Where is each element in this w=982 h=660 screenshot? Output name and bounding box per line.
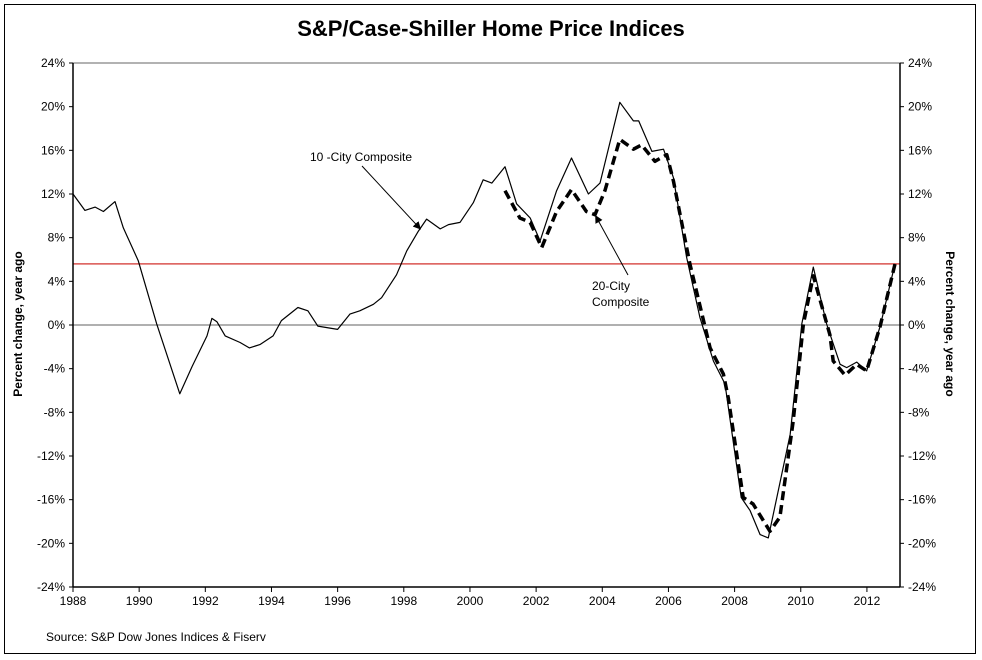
x-tick-label: 2002 — [523, 594, 550, 608]
chart-frame — [4, 4, 976, 654]
x-tick-label: 1990 — [126, 594, 153, 608]
y-tick-label-left: 0% — [48, 318, 66, 332]
y-tick-label-right: -24% — [908, 580, 936, 594]
y-tick-label-right: -12% — [908, 449, 936, 463]
x-tick-label: 2004 — [589, 594, 616, 608]
series-line-10-city — [72, 101, 896, 539]
x-tick-label: 2000 — [457, 594, 484, 608]
x-tick-label: 1998 — [390, 594, 417, 608]
y-tick-label-left: 16% — [41, 143, 65, 157]
y-tick-label-left: -24% — [37, 580, 65, 594]
x-tick-label: 1996 — [324, 594, 351, 608]
y-tick-label-right: -4% — [908, 362, 930, 376]
y-tick-label-left: 24% — [41, 56, 65, 70]
y-tick-label-right: 24% — [908, 56, 932, 70]
y-tick-label-right: 12% — [908, 187, 932, 201]
y-tick-label-left: 8% — [48, 231, 66, 245]
y-tick-label-right: -16% — [908, 493, 936, 507]
annotation-20-city: 20-City — [592, 279, 630, 293]
x-tick-label: 2012 — [854, 594, 881, 608]
x-tick-label: 2006 — [655, 594, 682, 608]
y-tick-label-right: 4% — [908, 274, 926, 288]
annotation-10-city: 10 -City Composite — [310, 150, 412, 164]
y-tick-label-left: -8% — [44, 405, 66, 419]
y-tick-label-right: 0% — [908, 318, 926, 332]
y-tick-label-left: -12% — [37, 449, 65, 463]
x-tick-label: 1994 — [258, 594, 285, 608]
x-tick-label: 1992 — [192, 594, 219, 608]
x-tick-label: 2008 — [721, 594, 748, 608]
source-note: Source: S&P Dow Jones Indices & Fiserv — [46, 630, 266, 644]
y-tick-label-left: -20% — [37, 536, 65, 550]
y-tick-label-right: 8% — [908, 231, 926, 245]
y-tick-label-left: -16% — [37, 493, 65, 507]
y-tick-label-left: 12% — [41, 187, 65, 201]
annotation-arrow-10-city — [361, 165, 422, 230]
x-tick-label: 1988 — [60, 594, 87, 608]
y-tick-label-right: -8% — [908, 405, 930, 419]
annotation-arrow-20-city — [595, 214, 629, 276]
y-tick-label-right: 20% — [908, 100, 932, 114]
y-tick-label-left: 4% — [48, 274, 66, 288]
x-tick-label: 2010 — [787, 594, 814, 608]
y-tick-label-right: 16% — [908, 143, 932, 157]
series-line-20-city — [503, 137, 897, 534]
y-tick-label-left: -4% — [44, 362, 66, 376]
annotation-20-city: Composite — [592, 295, 650, 309]
y-tick-label-right: -20% — [908, 536, 936, 550]
chart-title: S&P/Case-Shiller Home Price Indices — [297, 16, 685, 41]
y-tick-label-left: 20% — [41, 100, 65, 114]
